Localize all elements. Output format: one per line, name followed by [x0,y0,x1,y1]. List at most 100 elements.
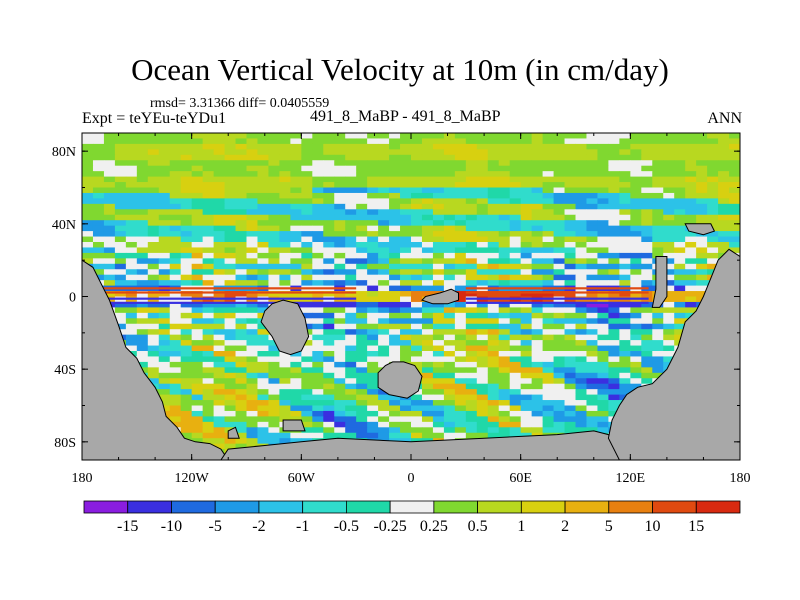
field-cell [674,149,686,156]
field-cell [224,171,236,177]
field-cell [443,323,456,330]
field-cell [235,329,247,336]
field-cell [619,269,631,276]
field-cell [213,383,225,390]
field-cell [553,252,565,259]
field-cell [411,143,423,150]
field-cell [169,176,182,183]
field-cell [685,171,697,177]
field-cell [421,318,434,325]
field-cell [323,351,335,357]
field-cell [630,318,642,325]
field-cell [685,280,697,286]
field-cell [312,274,324,281]
field-cell [476,312,489,319]
field-cell [509,394,522,401]
field-cell [235,231,247,237]
field-cell [542,263,554,270]
field-cell [235,410,247,417]
field-cell [224,143,236,150]
field-cell [213,372,225,379]
field-cell [476,394,489,401]
field-cell [674,280,686,286]
field-cell [279,378,291,385]
field-cell [586,427,598,434]
field-cell [334,149,346,156]
field-cell [224,242,236,248]
field-cell [290,236,302,243]
colorbar-level-label: -1 [295,518,310,535]
field-cell [389,394,401,401]
field-cell [268,378,280,385]
field-cell [389,296,401,303]
field-cell [597,307,609,314]
field-cell [575,198,587,205]
field-cell [169,138,182,145]
field-cell [520,280,533,286]
field-cell [586,340,598,346]
field-cell [180,203,193,210]
field-cell [685,220,697,227]
field-cell [597,252,609,259]
field-cell [147,182,160,188]
field-cell [224,438,236,445]
field-cell [257,231,269,237]
field-cell [597,149,609,156]
field-cell [520,160,533,167]
field-cell [279,438,291,445]
field-cell [323,171,335,177]
field-cell [191,323,204,330]
field-cell [213,176,225,183]
field-cell [279,247,291,254]
field-cell [652,149,664,156]
field-cell [476,252,489,259]
field-cell [696,274,708,281]
field-cell [400,198,412,205]
field-cell [411,209,423,216]
field-cell [213,143,225,150]
field-cell [367,291,379,297]
field-cell [356,389,368,395]
field-cell [312,361,324,368]
field-cell [323,247,335,254]
field-cell [443,361,456,368]
field-cell [454,340,467,346]
field-cell [663,187,675,194]
field-cell [82,247,94,254]
field-cell [630,312,642,319]
field-cell [334,410,346,417]
field-cell [411,351,423,357]
field-cell [542,143,554,150]
field-cell [663,291,675,297]
colorbar-box [608,500,653,514]
field-cell [246,329,258,336]
field-cell [498,220,511,227]
field-cell [367,389,379,395]
field-cell [191,192,204,199]
field-cell [619,225,631,232]
field-cell [356,410,368,417]
field-cell [652,247,664,254]
field-cell [707,236,719,243]
field-cell [82,220,94,227]
field-cell [421,258,434,265]
field-cell [356,291,368,297]
field-cell [630,133,642,139]
field-cell [674,231,686,237]
field-cell [235,378,247,385]
cases-text: 491_8_MaBP - 491_8_MaBP [310,108,501,125]
field-cell [641,356,653,363]
field-cell [400,165,412,172]
field-cell [597,312,609,319]
field-cell [531,263,543,270]
field-cell [191,301,204,308]
field-cell [663,236,675,243]
field-cell [630,351,642,357]
field-cell [575,334,587,341]
field-cell [630,154,642,161]
field-cell [454,143,467,150]
field-cell [520,291,533,297]
field-cell [367,367,379,374]
field-cell [103,187,116,194]
field-cell [411,274,423,281]
